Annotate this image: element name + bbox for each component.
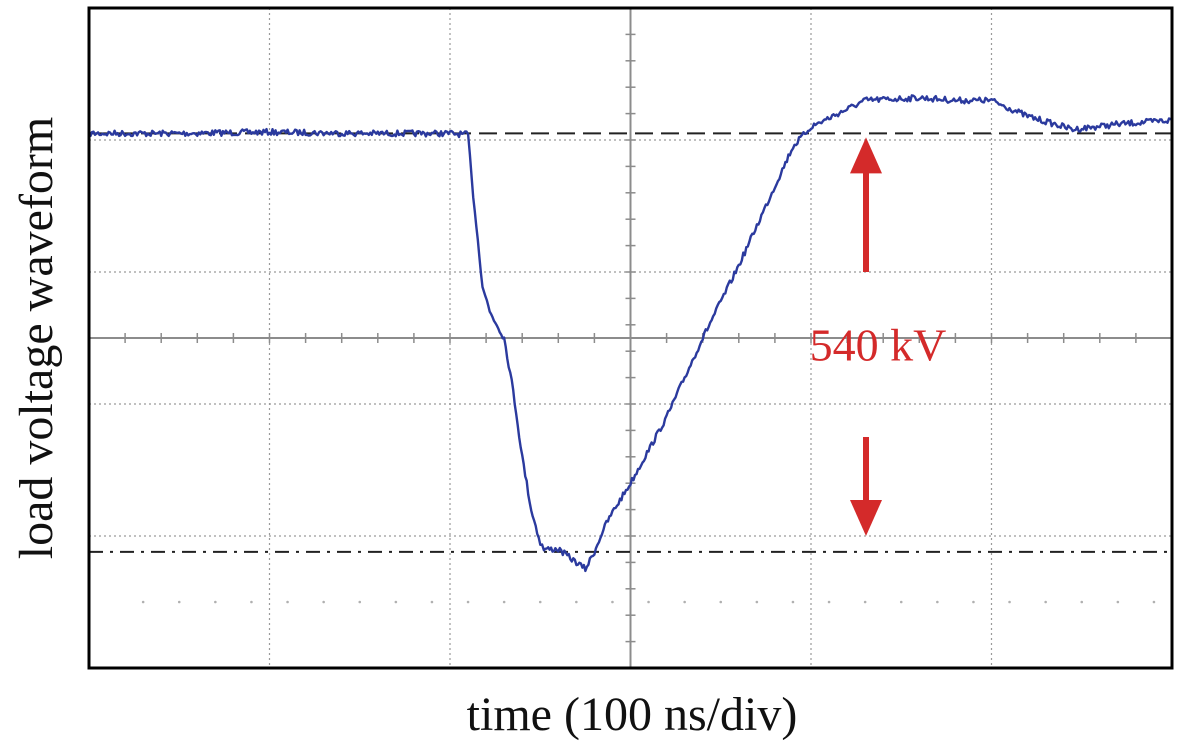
- waveform: [87, 94, 1173, 573]
- marker-dot: [1152, 600, 1156, 604]
- marker-dot: [1008, 600, 1011, 604]
- waveform-trace: [87, 94, 1173, 573]
- marker-dot: [538, 600, 542, 604]
- arrow-up-head: [850, 137, 882, 174]
- voltage-annotation: 540 kV: [810, 137, 947, 536]
- marker-dot: [1080, 600, 1084, 604]
- marker-dot: [827, 600, 831, 604]
- marker-dot: [322, 600, 325, 604]
- marker-dot: [394, 600, 398, 604]
- arrow-down-head: [850, 500, 882, 536]
- marker-dot: [1044, 600, 1047, 604]
- reference-lines: [89, 132, 1172, 553]
- annotation-label: 540 kV: [810, 320, 947, 371]
- marker-dot: [647, 600, 650, 604]
- marker-dot: [719, 600, 723, 604]
- plot-frame: [87, 6, 1174, 670]
- marker-dot: [936, 600, 939, 604]
- x-axis-title: time (100 ns/div): [467, 688, 798, 741]
- y-axis-title: load voltage waveform: [10, 117, 63, 560]
- marker-dot: [1116, 600, 1120, 604]
- marker-dot: [611, 600, 614, 604]
- grid: [89, 8, 1172, 668]
- marker-dot: [250, 600, 253, 604]
- marker-dot: [755, 600, 759, 604]
- marker-dot: [899, 600, 903, 604]
- marker-dot: [575, 600, 578, 604]
- marker-dot: [214, 600, 217, 604]
- marker-dot: [863, 600, 867, 604]
- marker-dot: [286, 600, 289, 604]
- marker-dot: [972, 600, 975, 604]
- marker-dot: [791, 600, 795, 604]
- marker-dot: [177, 600, 181, 604]
- marker-dot: [141, 600, 145, 604]
- marker-dot: [430, 600, 434, 604]
- marker-dot: [683, 600, 686, 604]
- marker-dot: [358, 600, 362, 604]
- marker-dot: [466, 600, 470, 604]
- marker-dot: [502, 600, 506, 604]
